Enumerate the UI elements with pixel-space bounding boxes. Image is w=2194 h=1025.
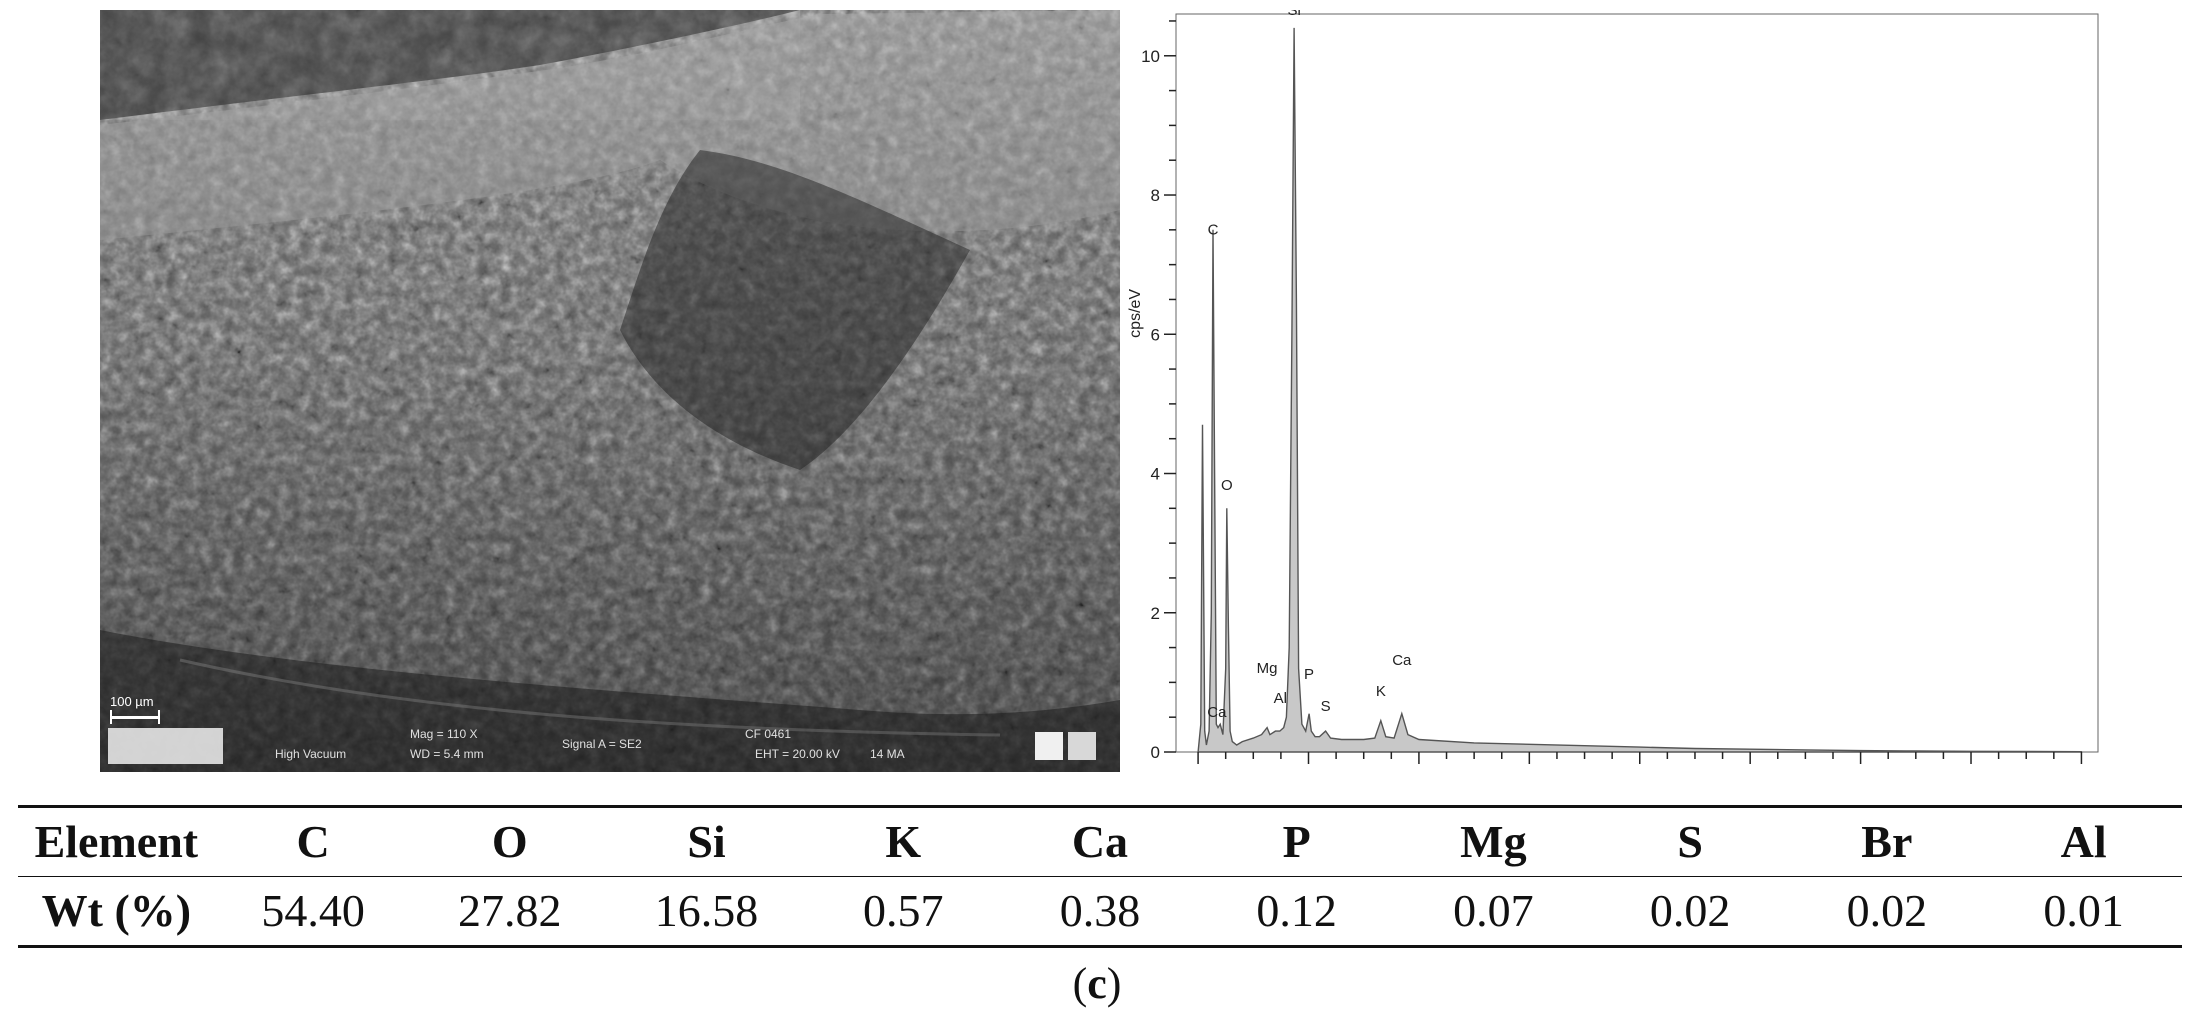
table-row: Wt (%) 54.40 27.82 16.58 0.57 0.38 0.12 … xyxy=(18,877,2182,947)
y-tick-label: 4 xyxy=(1151,465,1160,484)
peak-label: O xyxy=(1221,477,1233,494)
table-cell: 0.02 xyxy=(1649,885,1731,936)
eds-spectrum-svg: 0 2 4 6 8 10 12 14 16 0 2 4 6 8 10 cps/eV Si C O Mg Al PS K Ca C… xyxy=(1127,2,2099,788)
table-header-cell: P xyxy=(1198,806,1396,877)
sem-time: 14 MA xyxy=(870,747,905,761)
table-cell: 0.57 xyxy=(862,885,944,936)
x-tick-label: 8 xyxy=(1635,769,1644,772)
spectrum-series xyxy=(1197,27,2083,753)
sem-ehv: EHT = 20.00 kV xyxy=(755,747,840,761)
x-tick-label: 4 xyxy=(1414,769,1423,772)
plot-frame xyxy=(1175,13,2099,753)
scale-bar xyxy=(110,716,160,719)
peak-label: Ca xyxy=(1207,704,1227,721)
sem-date: CF 0461 xyxy=(745,727,791,741)
peak-label: S xyxy=(1321,698,1331,715)
x-tick-label: 14 xyxy=(1962,769,1981,772)
figure-caption: (c) xyxy=(0,958,2194,1009)
caption-close: ) xyxy=(1106,959,1122,1008)
scale-bar-label: 100 µm xyxy=(110,694,154,709)
peak-label: K xyxy=(1376,683,1386,700)
y-tick-label: 10 xyxy=(1141,47,1160,66)
table-header-cell: S xyxy=(1591,806,1789,877)
y-tick-label: 6 xyxy=(1151,325,1160,344)
table-header-cell: K xyxy=(804,806,1002,877)
table-header-cell: O xyxy=(411,806,609,877)
table-row-label: Wt (%) xyxy=(41,885,192,936)
sem-signal: Signal A = SE2 xyxy=(562,737,642,751)
sem-detector: High Vacuum xyxy=(275,747,346,761)
x-tick-label: 6 xyxy=(1525,769,1534,772)
sem-texture: 100 µm High Vacuum Mag = 110 X WD = 5.4 … xyxy=(100,10,1120,772)
table-cell: 27.82 xyxy=(458,885,562,936)
y-tick-label: 0 xyxy=(1151,743,1160,762)
table-cell: 0.12 xyxy=(1256,885,1337,936)
x-tick-label: 12 xyxy=(1851,769,1870,772)
x-tick-label: 2 xyxy=(1304,769,1313,772)
x-tick-label: 16 xyxy=(2072,769,2091,772)
logo-box xyxy=(108,728,223,764)
caption-open: ( xyxy=(1072,959,1088,1008)
table-header-cell: Si xyxy=(608,806,805,877)
sem-micrograph: 100 µm High Vacuum Mag = 110 X WD = 5.4 … xyxy=(100,10,1120,772)
peak-label: Ca xyxy=(1392,652,1412,669)
sem-wd: WD = 5.4 mm xyxy=(410,747,484,761)
caption-letter: c xyxy=(1087,959,1107,1008)
table-cell: 54.40 xyxy=(261,885,365,936)
y-axis-label: cps/eV xyxy=(1127,289,1144,338)
peak-label: C xyxy=(1208,221,1219,238)
peak-label: Al xyxy=(1274,690,1287,707)
x-tick-label: 0 xyxy=(1193,769,1202,772)
eds-spectrum-chart: 0 2 4 6 8 10 12 14 16 0 2 4 6 8 10 cps/eV Si C O Mg Al PS K Ca C… xyxy=(1126,2,2106,788)
table-cell: 0.01 xyxy=(2043,885,2124,936)
peak-label: Mg xyxy=(1257,660,1278,677)
zeiss-logo-icon xyxy=(1035,732,1063,760)
table-cell: 0.38 xyxy=(1059,885,1141,936)
y-tick-label: 2 xyxy=(1151,604,1160,623)
table-cell: 16.58 xyxy=(654,885,759,936)
peak-label: P xyxy=(1304,666,1314,683)
detector-logo-icon xyxy=(1068,732,1096,760)
table-header-cell: C xyxy=(214,806,412,877)
table-header-row: Element C O Si K Ca P Mg S Br Al xyxy=(18,806,2182,877)
composition-table: Element C O Si K Ca P Mg S Br Al Wt (%) … xyxy=(18,805,2182,948)
table-cell: 0.02 xyxy=(1846,885,1928,936)
y-tick-label: 8 xyxy=(1151,186,1160,205)
table-header-cell: Br xyxy=(1788,806,1986,877)
x-tick-label: 10 xyxy=(1741,769,1760,772)
table-cell: 0.07 xyxy=(1453,885,1534,936)
table-header-cell: Element xyxy=(18,806,215,877)
table-header-cell: Mg xyxy=(1395,806,1592,877)
table-header-cell: Ca xyxy=(1001,806,1199,877)
sem-mag: Mag = 110 X xyxy=(410,727,478,741)
table-header-cell: Al xyxy=(1985,806,2182,877)
peak-label: Si xyxy=(1287,10,1300,19)
